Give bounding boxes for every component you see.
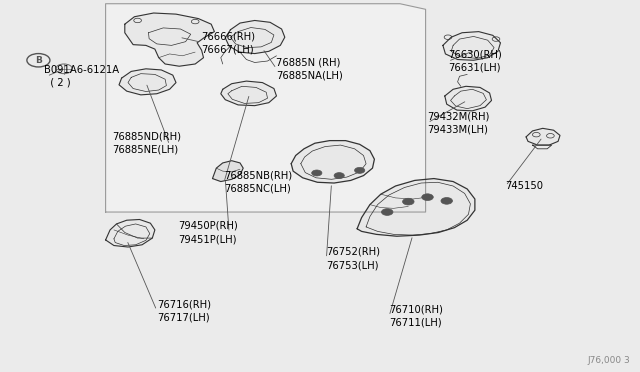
Text: 76716(RH)
76717(LH): 76716(RH) 76717(LH) [157, 299, 211, 322]
Polygon shape [291, 141, 374, 183]
Circle shape [441, 198, 452, 204]
Polygon shape [221, 81, 276, 106]
Text: 76885NB(RH)
76885NC(LH): 76885NB(RH) 76885NC(LH) [224, 171, 292, 194]
Circle shape [355, 167, 365, 173]
Polygon shape [106, 4, 426, 212]
Text: 745150: 745150 [506, 181, 543, 191]
Text: J76,000 3: J76,000 3 [588, 356, 630, 365]
Text: 76885ND(RH)
76885NE(LH): 76885ND(RH) 76885NE(LH) [112, 132, 181, 155]
Text: 76752(RH)
76753(LH): 76752(RH) 76753(LH) [326, 247, 380, 270]
Text: 76885N (RH)
76885NA(LH): 76885N (RH) 76885NA(LH) [276, 57, 343, 80]
Text: 79450P(RH)
79451P(LH): 79450P(RH) 79451P(LH) [178, 221, 237, 244]
Text: 76630(RH)
76631(LH): 76630(RH) 76631(LH) [448, 50, 502, 73]
Text: 76710(RH)
76711(LH): 76710(RH) 76711(LH) [389, 305, 443, 328]
Circle shape [312, 170, 322, 176]
Text: 79432M(RH)
79433M(LH): 79432M(RH) 79433M(LH) [428, 111, 490, 134]
Polygon shape [125, 13, 214, 66]
Polygon shape [445, 86, 492, 111]
Polygon shape [357, 179, 475, 236]
Circle shape [422, 194, 433, 201]
Polygon shape [225, 20, 285, 54]
Text: 76666(RH)
76667(LH): 76666(RH) 76667(LH) [202, 31, 255, 54]
Polygon shape [212, 161, 243, 182]
Circle shape [403, 198, 414, 205]
Text: B: B [35, 56, 42, 65]
Polygon shape [106, 219, 155, 247]
Circle shape [334, 173, 344, 179]
Circle shape [381, 209, 393, 215]
Polygon shape [443, 32, 500, 60]
Polygon shape [526, 128, 560, 145]
Text: B091A6-6121A
  ( 2 ): B091A6-6121A ( 2 ) [44, 65, 118, 88]
Polygon shape [119, 69, 176, 95]
